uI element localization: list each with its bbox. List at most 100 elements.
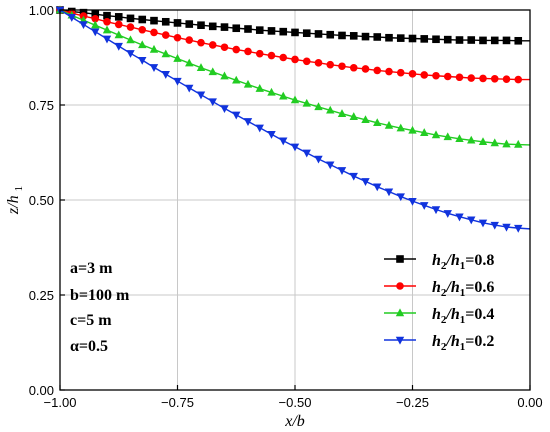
data-point (243, 118, 253, 126)
data-point (373, 183, 382, 192)
legend-marker (396, 255, 404, 263)
data-point (467, 135, 476, 144)
data-point (432, 71, 440, 80)
data-point (490, 138, 499, 147)
data-point (196, 63, 206, 71)
data-point (173, 54, 182, 62)
data-point (314, 59, 323, 67)
data-point (114, 13, 123, 21)
data-point (91, 28, 100, 37)
data-point (173, 33, 182, 42)
data-point (279, 27, 288, 36)
series-layer (55, 5, 531, 233)
data-point (161, 71, 170, 79)
data-point (208, 67, 217, 76)
data-point (173, 77, 182, 86)
data-point (443, 210, 452, 218)
data-point (150, 16, 158, 25)
data-point (114, 20, 123, 29)
data-point (408, 197, 417, 206)
legend-label: h2/h1=0.4 (432, 306, 494, 326)
legend-marker (395, 336, 405, 345)
axis-ticks: −1.00 −0.75 −0.50 −0.25 0.00 0.00 0.25 0.50 0.75… (29, 3, 543, 410)
data-point (291, 28, 299, 37)
data-point (196, 91, 206, 100)
data-point (220, 43, 229, 52)
data-point (243, 79, 253, 88)
data-point (361, 115, 370, 124)
data-point (502, 223, 511, 232)
data-point (232, 24, 241, 33)
data-point (396, 123, 405, 132)
data-point (338, 31, 346, 40)
data-point (443, 132, 452, 141)
x-tick-label: −0.75 (161, 395, 194, 410)
data-point (361, 65, 370, 73)
data-point (232, 45, 241, 54)
data-point (514, 224, 523, 233)
data-point (255, 124, 264, 133)
legend-marker (396, 282, 404, 290)
data-point (150, 28, 158, 37)
data-point (114, 42, 123, 51)
data-point (361, 178, 370, 186)
data-point (420, 202, 429, 210)
data-point (67, 14, 76, 22)
data-point (138, 56, 147, 65)
data-point (102, 25, 112, 34)
data-point (185, 84, 194, 93)
data-point (455, 73, 464, 82)
data-point (326, 60, 335, 69)
data-point (267, 51, 276, 60)
data-point (91, 20, 100, 29)
data-point (514, 36, 523, 45)
data-point (79, 21, 88, 30)
data-point (479, 74, 487, 83)
y-tick-label: 1.00 (29, 3, 54, 18)
data-point (502, 75, 511, 83)
legend-label: h2/h1=0.6 (432, 279, 494, 299)
legend-entry: h2/h1=0.8 (384, 252, 494, 272)
data-point (255, 49, 264, 58)
data-point (479, 36, 487, 45)
x-tick-label: −0.50 (279, 395, 312, 410)
data-point (302, 98, 311, 107)
data-point (290, 95, 300, 104)
y-tick-label: 0.75 (29, 98, 54, 113)
data-point (302, 149, 311, 158)
data-point (408, 34, 417, 43)
data-point (408, 70, 417, 78)
x-axis-title: x/b (284, 413, 305, 430)
data-point (267, 131, 276, 139)
data-point (385, 67, 393, 76)
data-point (279, 91, 288, 100)
data-point (467, 74, 476, 82)
data-point (290, 143, 300, 152)
legend-label: h2/h1=0.2 (432, 333, 494, 353)
y-axis-title-text: z/h (5, 195, 22, 215)
data-point (173, 19, 182, 27)
data-point (337, 167, 347, 175)
data-point (102, 35, 112, 44)
data-point (232, 75, 241, 84)
data-point (373, 66, 382, 75)
data-point (478, 219, 488, 228)
data-point (443, 72, 452, 81)
data-point (502, 139, 511, 148)
data-point (431, 206, 441, 215)
data-point (455, 213, 464, 222)
data-point (149, 64, 159, 72)
series-3 (55, 5, 531, 148)
data-point (337, 109, 347, 117)
data-point (185, 20, 194, 28)
parameter-annotations: a=3 m b=100 m c=5 m α=0.5 (70, 260, 130, 355)
data-point (455, 134, 464, 143)
data-point (208, 98, 217, 107)
data-point (91, 14, 100, 23)
data-point (338, 62, 346, 71)
data-point (385, 33, 393, 42)
data-point (431, 130, 441, 139)
